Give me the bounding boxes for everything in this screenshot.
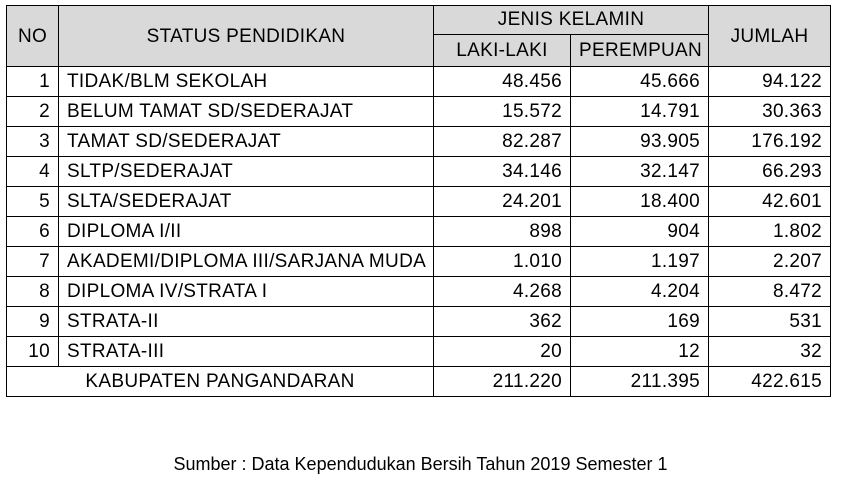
cell-male: 15.572 xyxy=(433,96,571,127)
cell-status: DIPLOMA I/II xyxy=(58,216,434,247)
cell-status: SLTA/SEDERAJAT xyxy=(58,186,434,217)
cell-total: 2.207 xyxy=(708,246,831,277)
cell-no: 5 xyxy=(6,186,59,217)
cell-no: 8 xyxy=(6,276,59,307)
cell-total: 30.363 xyxy=(708,96,831,127)
cell-male: 362 xyxy=(433,306,571,337)
header-status: STATUS PENDIDIKAN xyxy=(58,5,434,67)
cell-status: STRATA-III xyxy=(58,336,434,367)
cell-male: 1.010 xyxy=(433,246,571,277)
cell-no: 9 xyxy=(6,306,59,337)
header-no: NO xyxy=(6,5,59,67)
cell-no: 10 xyxy=(6,336,59,367)
table-row: 2 BELUM TAMAT SD/SEDERAJAT 15.572 14.791… xyxy=(6,96,831,127)
cell-total: 94.122 xyxy=(708,66,831,97)
source-note: Sumber : Data Kependudukan Bersih Tahun … xyxy=(173,454,668,474)
table-row: 5 SLTA/SEDERAJAT 24.201 18.400 42.601 xyxy=(6,186,831,217)
cell-no: 1 xyxy=(6,66,59,97)
cell-female: 14.791 xyxy=(570,96,709,127)
table-row: 9 STRATA-II 362 169 531 xyxy=(6,306,831,337)
cell-male: 898 xyxy=(433,216,571,247)
table-row: 3 TAMAT SD/SEDERAJAT 82.287 93.905 176.1… xyxy=(6,126,831,157)
cell-female: 4.204 xyxy=(570,276,709,307)
education-status-table: NO STATUS PENDIDIKAN JENIS KELAMIN JUMLA… xyxy=(6,5,831,397)
cell-total: 66.293 xyxy=(708,156,831,187)
table-row: 4 SLTP/SEDERAJAT 34.146 32.147 66.293 xyxy=(6,156,831,187)
cell-female: 45.666 xyxy=(570,66,709,97)
cell-status: TIDAK/BLM SEKOLAH xyxy=(58,66,434,97)
header-gender-group: JENIS KELAMIN xyxy=(433,5,709,35)
cell-female: 12 xyxy=(570,336,709,367)
cell-no: 3 xyxy=(6,126,59,157)
cell-total: 32 xyxy=(708,336,831,367)
table-header: NO STATUS PENDIDIKAN JENIS KELAMIN JUMLA… xyxy=(6,5,831,67)
table-row: 6 DIPLOMA I/II 898 904 1.802 xyxy=(6,216,831,247)
header-female: PEREMPUAN xyxy=(570,34,709,67)
cell-status: STRATA-II xyxy=(58,306,434,337)
cell-total: 42.601 xyxy=(708,186,831,217)
cell-no: 4 xyxy=(6,156,59,187)
cell-status: AKADEMI/DIPLOMA III/SARJANA MUDA xyxy=(58,246,434,277)
cell-status: BELUM TAMAT SD/SEDERAJAT xyxy=(58,96,434,127)
cell-total: 531 xyxy=(708,306,831,337)
totals-female: 211.395 xyxy=(570,366,709,397)
cell-status: SLTP/SEDERAJAT xyxy=(58,156,434,187)
cell-female: 169 xyxy=(570,306,709,337)
cell-male: 82.287 xyxy=(433,126,571,157)
cell-female: 1.197 xyxy=(570,246,709,277)
table-row: 1 TIDAK/BLM SEKOLAH 48.456 45.666 94.122 xyxy=(6,66,831,97)
cell-female: 904 xyxy=(570,216,709,247)
table-row: 7 AKADEMI/DIPLOMA III/SARJANA MUDA 1.010… xyxy=(6,246,831,277)
cell-male: 4.268 xyxy=(433,276,571,307)
cell-male: 48.456 xyxy=(433,66,571,97)
cell-male: 34.146 xyxy=(433,156,571,187)
totals-male: 211.220 xyxy=(433,366,571,397)
cell-male: 20 xyxy=(433,336,571,367)
totals-total: 422.615 xyxy=(708,366,831,397)
cell-no: 2 xyxy=(6,96,59,127)
header-total: JUMLAH xyxy=(708,5,831,67)
cell-status: TAMAT SD/SEDERAJAT xyxy=(58,126,434,157)
cell-female: 32.147 xyxy=(570,156,709,187)
header-male: LAKI-LAKI xyxy=(433,34,571,67)
cell-status: DIPLOMA IV/STRATA I xyxy=(58,276,434,307)
cell-total: 8.472 xyxy=(708,276,831,307)
cell-male: 24.201 xyxy=(433,186,571,217)
table-row: 10 STRATA-III 20 12 32 xyxy=(6,336,831,367)
cell-female: 18.400 xyxy=(570,186,709,217)
totals-label: KABUPATEN PANGANDARAN xyxy=(6,366,434,397)
table-row: 8 DIPLOMA IV/STRATA I 4.268 4.204 8.472 xyxy=(6,276,831,307)
cell-no: 6 xyxy=(6,216,59,247)
header-row-2: LAKI-LAKI PEREMPUAN xyxy=(7,34,831,67)
totals-row: KABUPATEN PANGANDARAN 211.220 211.395 42… xyxy=(6,366,831,397)
header-row-1: NO STATUS PENDIDIKAN JENIS KELAMIN JUMLA… xyxy=(6,5,831,67)
cell-total: 1.802 xyxy=(708,216,831,247)
cell-total: 176.192 xyxy=(708,126,831,157)
cell-no: 7 xyxy=(6,246,59,277)
table-body: 1 TIDAK/BLM SEKOLAH 48.456 45.666 94.122… xyxy=(6,66,831,397)
cell-female: 93.905 xyxy=(570,126,709,157)
